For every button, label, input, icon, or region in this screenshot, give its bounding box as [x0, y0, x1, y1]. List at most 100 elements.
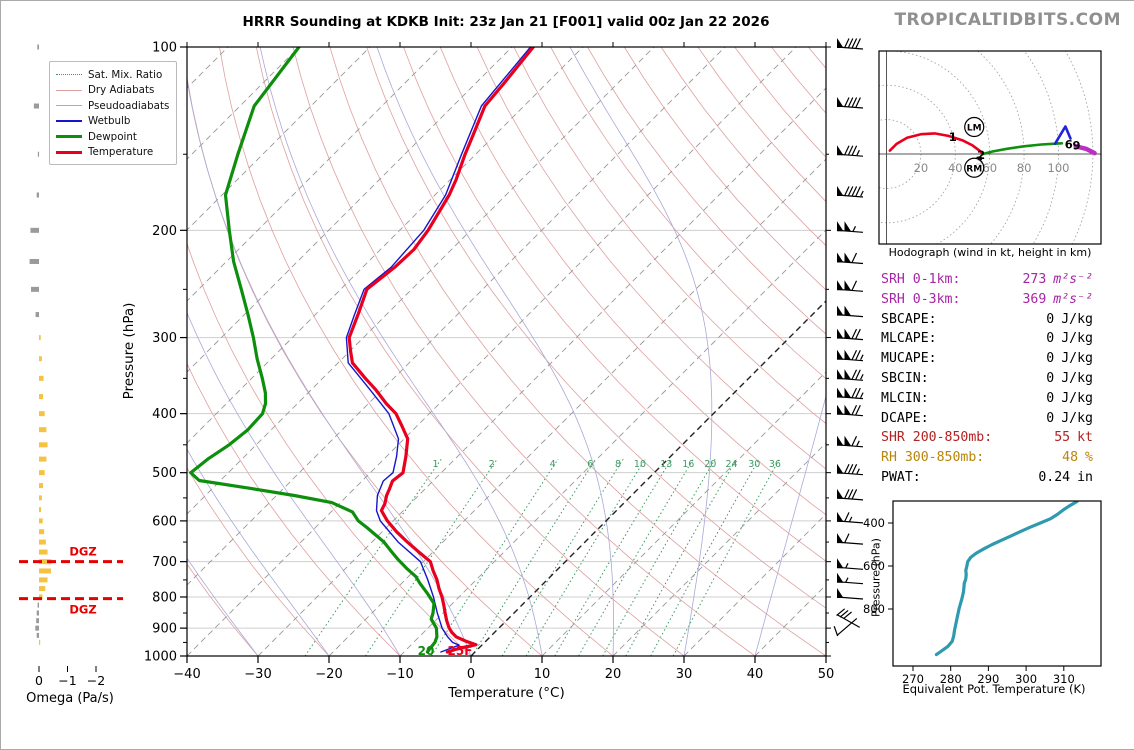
index-label: MLCAPE: [881, 329, 1010, 349]
theta-e-frame [893, 501, 1101, 666]
wind-barb [837, 145, 863, 156]
wind-barb-pennant [845, 280, 852, 290]
dry-adiabat-line [367, 47, 897, 656]
pressure-tick-label: 400 [152, 407, 177, 422]
surface-dewpoint-label: 20 [409, 644, 443, 658]
temperature-tick-label: −10 [386, 667, 413, 682]
temperature-tick-label: 40 [747, 667, 764, 682]
legend-item-label: Wetbulb [88, 115, 130, 127]
mixing-ratio-label: 1 [432, 459, 438, 470]
index-label: PWAT: [881, 468, 1026, 488]
pressure-tick-label: 900 [152, 622, 177, 637]
wind-barb [837, 369, 863, 380]
index-value: 0 [1010, 310, 1054, 330]
omega-bar [39, 518, 43, 523]
omega-bar [38, 603, 39, 608]
temperature-tick-label: 0 [467, 667, 475, 682]
omega-bar [30, 259, 39, 264]
index-value: 0 [1010, 409, 1054, 429]
wind-barb-pennant [837, 558, 844, 568]
wind-barb-full [852, 436, 857, 446]
theta-e-curve [936, 502, 1077, 655]
wind-barb [837, 533, 863, 544]
wind-barb-pennant [845, 369, 852, 379]
wind-barb-pennant [837, 436, 844, 446]
omega-bar [39, 356, 42, 361]
mixing-ratio-line [579, 459, 694, 656]
pressure-tick-label: 100 [152, 41, 177, 56]
legend-line-sample [56, 105, 82, 106]
storm-motion-label: LM [967, 123, 982, 133]
omega-bar [39, 577, 48, 582]
pressure-tick-label: 500 [152, 466, 177, 481]
wind-barb-full [852, 281, 857, 291]
wind-barb-full [852, 253, 857, 263]
wind-barb-full [845, 512, 850, 522]
omega-bar [39, 529, 44, 534]
omega-bar [37, 611, 39, 616]
index-value: 55 [1026, 428, 1070, 448]
index-value: 0 [1010, 349, 1054, 369]
temperature-tick-label: 20 [605, 667, 622, 682]
wind-barb-half [861, 191, 864, 196]
wind-barb-pennant [845, 306, 852, 316]
omega-axis-label: Omega (Pa/s) [1, 691, 139, 706]
omega-bar [36, 618, 39, 623]
temperature-tick-label: 30 [676, 667, 693, 682]
wind-barb-half [849, 517, 852, 522]
wind-barb [837, 436, 863, 447]
index-label: DCAPE: [881, 409, 1010, 429]
legend-item-label: Dry Adiabats [88, 84, 154, 96]
wind-barb-pennant [845, 329, 852, 339]
pseudoadiabat-line [1, 47, 45, 656]
index-label: MUCAPE: [881, 349, 1010, 369]
wind-barb [837, 512, 863, 523]
pseudoadiabat-line [182, 47, 471, 656]
wind-barb-pennant [845, 350, 852, 360]
omega-bar [39, 457, 46, 462]
index-unit: % [1085, 448, 1093, 468]
pressure-tick-label: 200 [152, 224, 177, 239]
index-label: SHR 200-850mb: [881, 428, 1026, 448]
wind-barb [837, 573, 863, 584]
wind-barb-pennant [845, 436, 852, 446]
wind-barb [837, 280, 863, 291]
mixing-ratio-line [555, 459, 672, 656]
wind-barb-pennant [837, 38, 844, 48]
wind-barb-pennant [845, 253, 852, 263]
pressure-tick-label: 300 [152, 331, 177, 346]
temperature-tick-label: −20 [315, 667, 342, 682]
mixing-ratio-label: 24 [726, 459, 738, 470]
temperature-axis-label: Temperature (°C) [187, 685, 826, 701]
index-unit: J/kg [1061, 310, 1093, 330]
legend-item: Wetbulb [56, 114, 170, 130]
wind-barb-pennant [845, 388, 852, 398]
omega-bar [39, 442, 48, 447]
index-row: RH 300-850mb:48% [881, 448, 1093, 468]
wind-barb [837, 97, 863, 108]
omega-bar [39, 568, 51, 573]
mixing-ratio-label: 2 [489, 459, 495, 470]
wind-barb-half [857, 469, 860, 474]
omega-bar [39, 394, 43, 399]
omega-bar [34, 104, 39, 109]
omega-bar [37, 45, 39, 50]
wind-barb-pennant [837, 512, 844, 522]
legend-line-sample [56, 151, 82, 154]
omega-bar [35, 626, 39, 631]
dgz-label: DGZ [69, 603, 96, 617]
mixing-ratio-line [365, 459, 497, 656]
legend-line-sample [56, 120, 82, 122]
wind-barb [837, 588, 863, 599]
wind-barb-half [853, 226, 856, 231]
wind-barb-pennant [837, 97, 844, 107]
wind-barb-half [861, 374, 864, 379]
